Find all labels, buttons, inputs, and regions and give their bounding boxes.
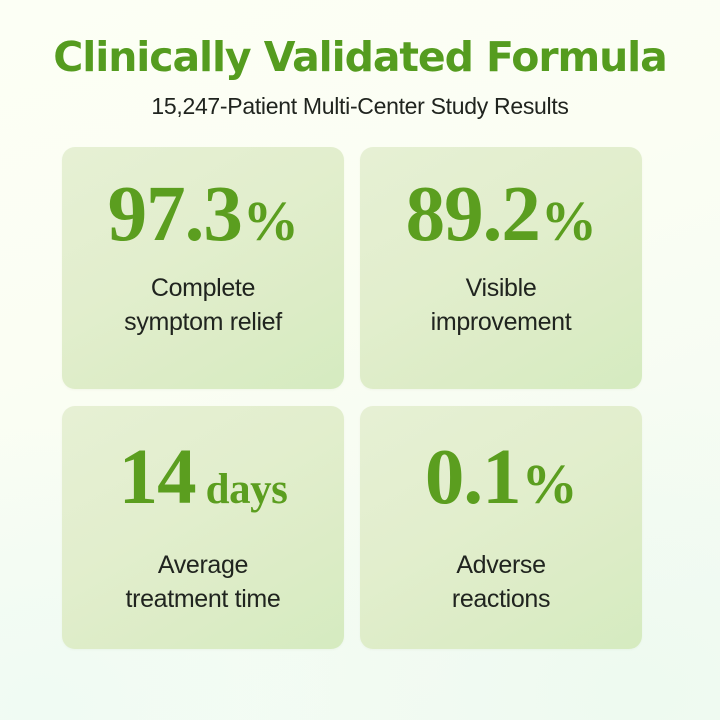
stat-label-line1: Visible: [465, 273, 537, 302]
stat-label-line1: Average: [157, 550, 249, 579]
stat-unit: %: [521, 454, 578, 516]
stat-card-adverse-reactions: 0.1 % Adverse reactions: [360, 406, 642, 649]
stat-value: 97.3 %: [107, 171, 299, 258]
stat-number: 0.1: [424, 434, 522, 521]
stat-number: 97.3: [107, 171, 243, 258]
stat-unit: days: [205, 466, 288, 513]
stat-value: 0.1 %: [424, 434, 578, 521]
stat-label: Adverse reactions: [451, 548, 551, 616]
stat-label-line1: Adverse: [456, 550, 546, 579]
stat-value: 14 days: [118, 434, 288, 521]
stat-label-line2: improvement: [430, 307, 572, 336]
stat-label-line2: symptom relief: [124, 307, 282, 336]
header: Clinically Validated Formula 15,247-Pati…: [0, 0, 720, 121]
stat-label-line2: reactions: [451, 584, 551, 613]
stat-card-average-treatment-time: 14 days Average treatment time: [62, 406, 344, 649]
stat-number: 89.2: [405, 171, 541, 258]
stat-number: 14: [118, 434, 197, 521]
stat-label: Complete symptom relief: [124, 271, 282, 339]
stat-label-line1: Complete: [150, 273, 256, 302]
stat-label: Visible improvement: [431, 271, 572, 339]
page-title: Clinically Validated Formula: [53, 33, 667, 81]
stat-card-complete-symptom-relief: 97.3 % Complete symptom relief: [62, 147, 344, 389]
stat-grid: 97.3 % Complete symptom relief 89.2 % Vi…: [62, 147, 658, 649]
page-subtitle: 15,247-Patient Multi-Center Study Result…: [151, 93, 569, 119]
stat-label-line2: treatment time: [125, 584, 281, 613]
stat-unit: %: [242, 191, 299, 253]
stat-value: 89.2 %: [405, 171, 597, 258]
stat-label: Average treatment time: [126, 548, 281, 616]
stat-unit: %: [540, 191, 597, 253]
stat-card-visible-improvement: 89.2 % Visible improvement: [360, 147, 642, 389]
